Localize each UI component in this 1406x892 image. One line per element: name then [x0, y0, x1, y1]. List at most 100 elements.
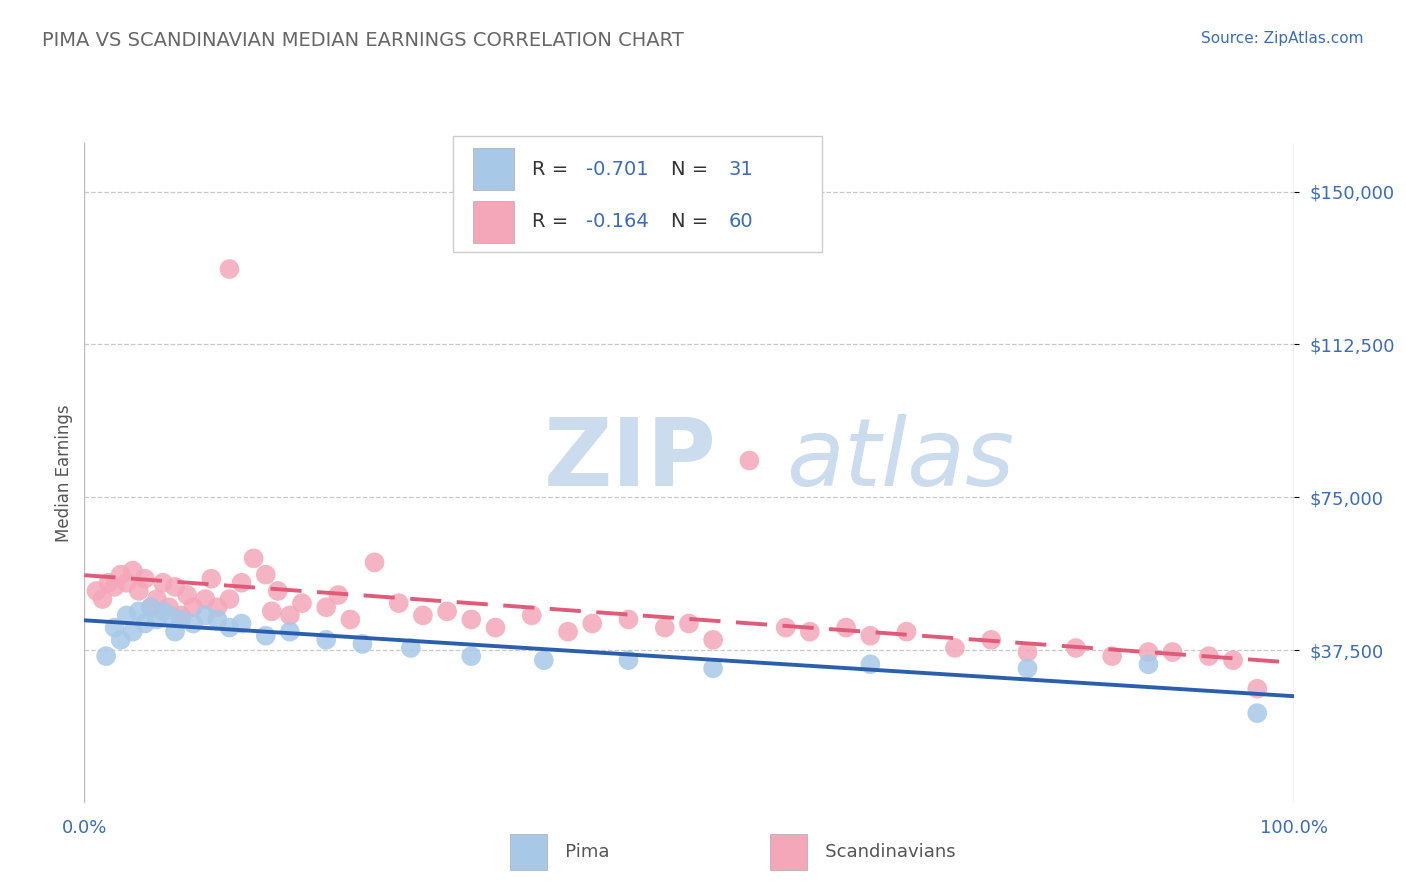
Point — [231, 575, 253, 590]
Point — [460, 612, 482, 626]
Point — [1222, 653, 1244, 667]
Point — [110, 567, 132, 582]
Point — [163, 624, 186, 639]
Text: N =: N = — [671, 212, 714, 231]
Point — [412, 608, 434, 623]
FancyBboxPatch shape — [472, 201, 513, 243]
Point — [352, 637, 374, 651]
Point — [1064, 640, 1087, 655]
Point — [617, 653, 640, 667]
Point — [702, 661, 724, 675]
Point — [339, 612, 361, 626]
Text: R =: R = — [531, 160, 574, 178]
Y-axis label: Median Earnings: Median Earnings — [55, 404, 73, 541]
Text: 60: 60 — [728, 212, 754, 231]
Point — [128, 583, 150, 598]
Point — [207, 600, 229, 615]
Point — [533, 653, 555, 667]
Point — [1161, 645, 1184, 659]
Point — [181, 600, 204, 615]
Point — [363, 555, 385, 569]
Point — [200, 572, 222, 586]
Point — [581, 616, 603, 631]
Point — [278, 624, 301, 639]
Point — [315, 600, 337, 615]
Text: Pima: Pima — [548, 843, 610, 861]
Point — [134, 572, 156, 586]
Text: -0.701: -0.701 — [586, 160, 648, 178]
Point — [128, 604, 150, 618]
Point — [799, 624, 821, 639]
Point — [254, 629, 277, 643]
Text: 31: 31 — [728, 160, 754, 178]
Point — [520, 608, 543, 623]
Point — [291, 596, 314, 610]
Point — [94, 649, 117, 664]
Point — [436, 604, 458, 618]
Point — [86, 583, 108, 598]
Point — [1017, 645, 1039, 659]
Point — [738, 453, 761, 467]
Point — [484, 621, 506, 635]
Point — [104, 580, 127, 594]
Point — [115, 608, 138, 623]
Point — [231, 616, 253, 631]
Point — [1137, 645, 1160, 659]
Point — [121, 624, 143, 639]
Point — [181, 616, 204, 631]
Point — [157, 608, 180, 623]
Point — [157, 600, 180, 615]
Point — [139, 600, 162, 615]
Point — [110, 632, 132, 647]
Point — [460, 649, 482, 664]
Point — [654, 621, 676, 635]
Point — [194, 592, 217, 607]
Point — [115, 575, 138, 590]
Point — [207, 612, 229, 626]
Text: N =: N = — [671, 160, 714, 178]
Point — [328, 588, 350, 602]
Point — [218, 592, 240, 607]
Point — [388, 596, 411, 610]
Point — [557, 624, 579, 639]
Point — [139, 600, 162, 615]
Text: -0.164: -0.164 — [586, 212, 650, 231]
Point — [152, 575, 174, 590]
Point — [1137, 657, 1160, 672]
Point — [278, 608, 301, 623]
Point — [176, 588, 198, 602]
Point — [218, 621, 240, 635]
Point — [163, 580, 186, 594]
Point — [859, 657, 882, 672]
Point — [194, 608, 217, 623]
Point — [1017, 661, 1039, 675]
Text: R =: R = — [531, 212, 574, 231]
Point — [121, 564, 143, 578]
Point — [91, 592, 114, 607]
Point — [678, 616, 700, 631]
Point — [315, 632, 337, 647]
Point — [104, 621, 127, 635]
Point — [254, 567, 277, 582]
Point — [775, 621, 797, 635]
Point — [943, 640, 966, 655]
Point — [617, 612, 640, 626]
Point — [896, 624, 918, 639]
Point — [260, 604, 283, 618]
Point — [1246, 706, 1268, 721]
FancyBboxPatch shape — [472, 148, 513, 190]
Point — [1198, 649, 1220, 664]
Point — [146, 592, 169, 607]
Point — [702, 632, 724, 647]
Point — [152, 604, 174, 618]
Point — [1246, 681, 1268, 696]
Text: Scandinavians: Scandinavians — [808, 843, 956, 861]
Point — [218, 262, 240, 277]
Point — [242, 551, 264, 566]
Point — [134, 616, 156, 631]
Text: Source: ZipAtlas.com: Source: ZipAtlas.com — [1201, 31, 1364, 46]
Point — [146, 612, 169, 626]
Point — [170, 608, 193, 623]
Point — [1101, 649, 1123, 664]
Point — [980, 632, 1002, 647]
